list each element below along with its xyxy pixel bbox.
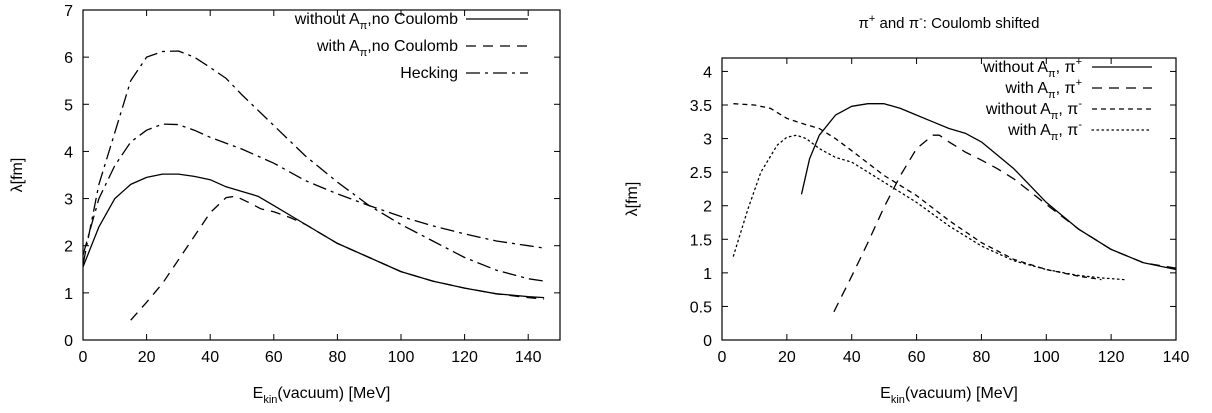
y-tick-label: 6 [64, 50, 73, 67]
x-tick-label: 140 [515, 349, 542, 366]
x-tick-label: 0 [79, 349, 88, 366]
y-tick-label: 4 [64, 144, 73, 161]
x-axis-label: Ekin(vacuum) [MeV] [880, 385, 1018, 406]
legend-label: with Aπ, π+ [1004, 77, 1082, 101]
legend-label: Hecking [400, 65, 458, 82]
x-tick-label: 0 [718, 349, 727, 366]
x-tick-label: 120 [451, 349, 478, 366]
plot-frame [721, 57, 1177, 341]
legend-label: without Aπ,no Coulomb [294, 11, 458, 32]
y-axis-label: λ[fm] [9, 158, 26, 193]
x-tick-label: 120 [1098, 349, 1125, 366]
legend-label: with Aπ,no Coulomb [316, 38, 458, 59]
series-line-3 [733, 103, 1102, 281]
y-tick-label: 1 [64, 286, 73, 303]
y-tick-label: 0 [64, 333, 73, 350]
series-line-2 [833, 134, 1176, 313]
y-tick-label: 4 [703, 64, 712, 81]
y-tick-label: 3.5 [690, 98, 712, 115]
chart-1: 0 20 40 60 80 100 120 140 0 1 2 3 4 5 6 7 Ekin(vacuum) [… [9, 3, 561, 406]
y-axis-label: λ[fm] [624, 182, 641, 217]
x-tick-label: 60 [265, 349, 283, 366]
x-axis-label: Ekin(vacuum) [MeV] [253, 385, 391, 406]
y-tick-label: 0.5 [690, 299, 712, 316]
chart-2: 0 20 40 60 80 100 120 140 0 0.5 1 1.5 2 2.5 3 3.5 4 Ekin(… [624, 13, 1189, 406]
y-tick-label: 2 [703, 199, 712, 216]
legend-label: with Aπ, π- [1007, 119, 1082, 143]
chart-title: π+ and π-: Coulomb shifted [859, 13, 1040, 32]
x-tick-label: 140 [1163, 349, 1190, 366]
x-tick-label: 40 [201, 349, 219, 366]
legend-label: without Aπ, π- [985, 98, 1082, 122]
y-tick-label: 5 [64, 97, 73, 114]
series-line-4 [732, 134, 1125, 281]
x-tick-label: 20 [778, 349, 796, 366]
x-tick-label: 20 [138, 349, 156, 366]
x-tick-label: 40 [843, 349, 861, 366]
y-tick-label: 0 [703, 333, 712, 350]
series-line-2 [130, 195, 545, 321]
y-tick-label: 1 [703, 266, 712, 283]
y-tick-label: 3 [64, 192, 73, 209]
x-tick-label: 80 [973, 349, 991, 366]
legend-label: without Aπ, π+ [982, 56, 1082, 80]
x-tick-label: 100 [388, 349, 415, 366]
series-line-1 [800, 103, 1176, 271]
x-tick-label: 60 [908, 349, 926, 366]
y-tick-label: 7 [64, 3, 73, 20]
series-line-4 [83, 123, 545, 256]
y-tick-label: 1.5 [690, 232, 712, 249]
x-tick-label: 80 [329, 349, 347, 366]
y-tick-label: 2.5 [690, 165, 712, 182]
y-tick-label: 2 [64, 239, 73, 256]
plot-frame [82, 9, 561, 341]
series-line-3 [83, 50, 545, 282]
y-tick-label: 3 [703, 132, 712, 149]
x-tick-label: 100 [1033, 349, 1060, 366]
